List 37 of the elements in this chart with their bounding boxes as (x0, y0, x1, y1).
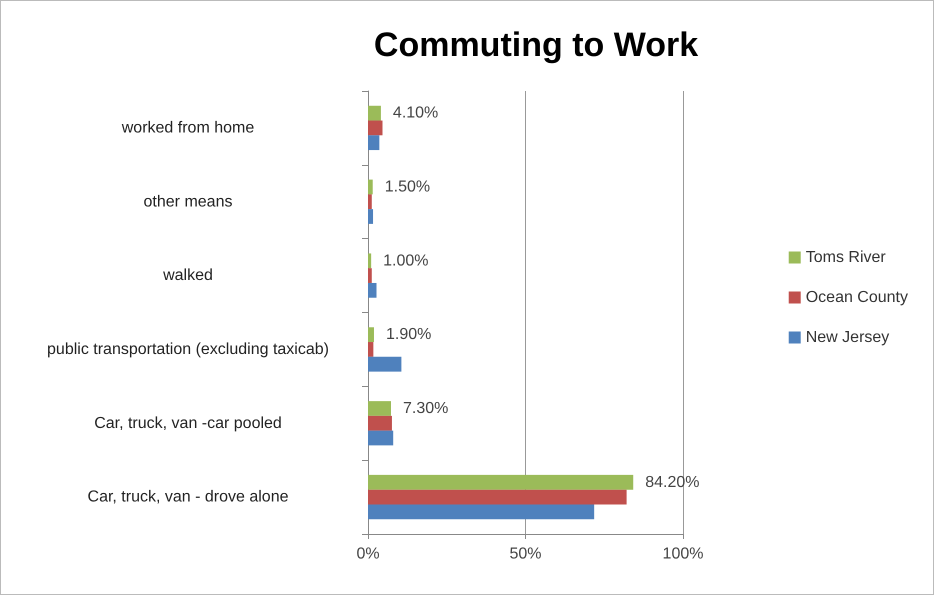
data-label: 1.50% (384, 178, 430, 196)
y-tick-label: Car, truck, van -car pooled (94, 414, 282, 432)
bar (368, 504, 594, 520)
bar (368, 356, 402, 372)
legend-label: Toms River (806, 249, 886, 266)
x-tick-label: 100% (662, 546, 704, 562)
bar (368, 416, 392, 431)
data-label: 4.10% (392, 104, 438, 122)
legend-label: New Jersey (806, 329, 890, 346)
bar (368, 106, 381, 121)
data-label: 84.20% (645, 474, 700, 491)
bar (368, 401, 391, 416)
bar (368, 209, 374, 224)
bar (368, 268, 372, 283)
bar (368, 342, 374, 357)
y-tick-label: worked from home (120, 119, 254, 136)
data-label: 1.90% (386, 326, 432, 344)
bar (368, 327, 374, 342)
data-label: 1.00% (383, 252, 429, 270)
y-tick-label: walked (162, 267, 213, 284)
bar (368, 194, 372, 210)
y-tick-label: public transportation (excluding taxicab) (47, 340, 329, 358)
bar (368, 282, 377, 298)
legend-label: Ocean County (806, 289, 908, 306)
x-tick-label: 50% (509, 546, 542, 562)
bar (368, 180, 373, 194)
y-tick-label: Car, truck, van - drove alone (88, 488, 289, 506)
data-label: 7.30% (402, 400, 448, 417)
bar (368, 490, 627, 504)
x-tick-label: 0% (356, 546, 380, 562)
bar (368, 474, 634, 490)
y-tick-label: other means (144, 193, 232, 210)
bar (368, 135, 380, 150)
bar (368, 253, 372, 268)
chart-title: Commuting to Work (374, 26, 698, 64)
bar (368, 430, 394, 446)
bar (368, 120, 382, 136)
